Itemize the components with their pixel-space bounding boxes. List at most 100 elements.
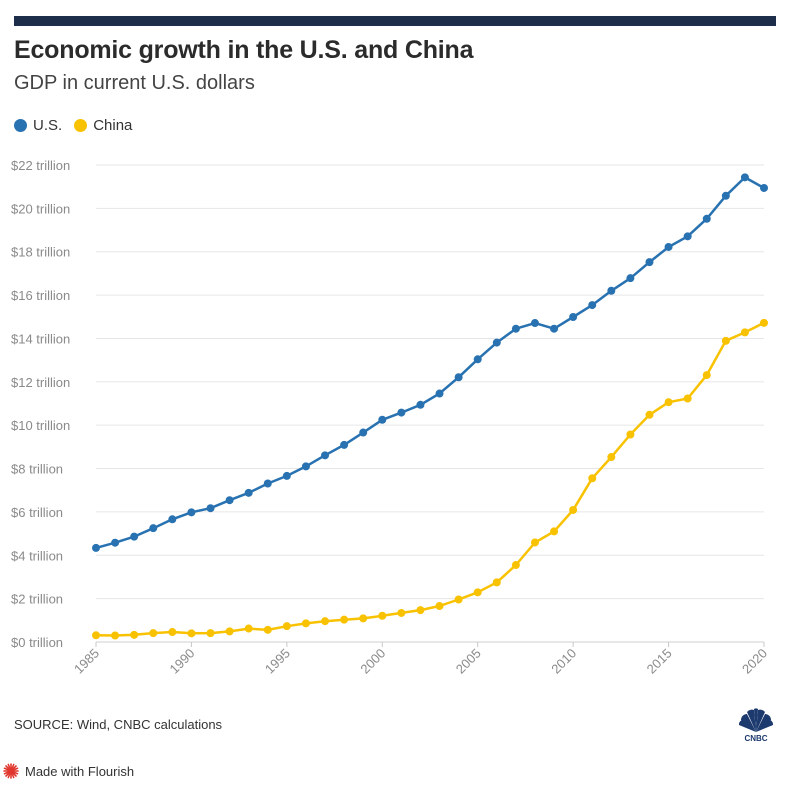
y-tick-label: $6 trillion: [11, 505, 63, 520]
legend: U.S. China: [14, 117, 144, 134]
y-tick-label: $10 trillion: [11, 418, 70, 433]
data-point-china: [492, 578, 501, 587]
legend-label-china: China: [93, 117, 133, 134]
chart-subtitle: GDP in current U.S. dollars: [14, 72, 255, 94]
data-point-us: [626, 274, 635, 283]
data-point-us: [645, 258, 654, 267]
data-point-china: [607, 453, 616, 462]
data-point-us: [397, 408, 406, 417]
data-point-us: [416, 400, 425, 409]
data-point-us: [359, 428, 368, 437]
data-point-us: [454, 373, 463, 382]
y-tick-label: $16 trillion: [11, 288, 70, 303]
data-point-us: [244, 488, 253, 497]
data-point-china: [301, 619, 310, 628]
data-point-china: [340, 615, 349, 624]
data-point-us: [511, 324, 520, 333]
data-point-china: [721, 336, 730, 345]
data-point-china: [473, 588, 482, 597]
data-point-china: [435, 602, 444, 611]
y-tick-label: $8 trillion: [11, 462, 63, 477]
data-point-us: [492, 338, 501, 347]
x-tick-label: 2000: [357, 646, 388, 677]
data-point-china: [92, 631, 100, 640]
data-point-us: [187, 508, 196, 517]
data-point-china: [530, 538, 539, 547]
series-line-china: [94, 321, 766, 637]
data-point-us: [225, 496, 234, 505]
data-point-china: [626, 430, 635, 439]
legend-swatch-china: [74, 119, 88, 132]
y-tick-label: $20 trillion: [11, 201, 70, 216]
data-point-us: [473, 355, 482, 364]
y-tick-label: $4 trillion: [11, 548, 63, 563]
data-point-us: [301, 462, 310, 471]
data-point-us: [263, 479, 272, 488]
cnbc-logo-text: CNBC: [744, 734, 767, 742]
legend-label-us: U.S.: [33, 117, 63, 134]
data-point-china: [740, 328, 749, 337]
data-point-us: [206, 504, 215, 513]
data-point-china: [550, 527, 559, 536]
y-tick-label: $12 trillion: [11, 375, 70, 390]
data-point-us: [321, 451, 330, 460]
made-with-flourish[interactable]: Made with Flourish: [3, 763, 134, 779]
data-point-china: [416, 606, 425, 615]
x-tick-label: 1990: [166, 646, 197, 677]
gdp-line-chart: $0 trillion $2 trillion $4 trillion $6 tril…: [11, 158, 770, 677]
data-point-china: [187, 629, 196, 638]
data-point-china: [702, 371, 711, 380]
x-tick-label: 1995: [262, 646, 293, 677]
data-point-us: [149, 524, 158, 533]
data-point-china: [168, 628, 177, 637]
data-point-china: [282, 622, 291, 631]
data-point-us: [550, 324, 559, 333]
data-point-china: [111, 631, 120, 640]
series-line-us: [94, 176, 766, 550]
data-point-us: [282, 471, 291, 480]
data-point-china: [244, 624, 253, 633]
data-point-china: [206, 629, 215, 638]
data-point-china: [569, 505, 578, 514]
data-point-china: [454, 595, 463, 604]
legend-item-us[interactable]: U.S.: [14, 117, 62, 134]
x-tick-label: 2015: [644, 646, 675, 677]
data-point-us: [435, 389, 444, 398]
data-point-us: [340, 440, 349, 449]
data-point-us: [721, 191, 730, 200]
data-point-china: [378, 611, 387, 620]
flourish-label: Made with Flourish: [25, 763, 135, 779]
data-point-us: [378, 415, 387, 424]
data-point-china: [263, 625, 272, 634]
cnbc-logo-icon: CNBC: [738, 708, 774, 742]
data-point-china: [321, 617, 330, 626]
data-point-us: [569, 312, 578, 321]
data-point-china: [359, 614, 368, 623]
y-tick-label: $14 trillion: [11, 331, 70, 346]
data-point-us: [92, 543, 100, 552]
data-point-us: [664, 242, 673, 251]
data-point-china: [683, 394, 692, 403]
top-accent-bar: [14, 16, 776, 26]
source-note: SOURCE: Wind, CNBC calculations: [14, 717, 223, 732]
data-point-us: [607, 286, 616, 295]
data-point-china: [225, 627, 234, 636]
data-point-us: [130, 532, 139, 541]
legend-item-china[interactable]: China: [74, 117, 132, 134]
data-point-china: [397, 608, 406, 617]
y-tick-label: $0 trillion: [11, 635, 63, 650]
x-tick-label: 2020: [739, 646, 770, 677]
data-point-china: [511, 561, 520, 570]
legend-swatch-us: [14, 119, 27, 132]
data-point-china: [645, 410, 654, 419]
data-point-us: [740, 173, 749, 182]
x-tick-label: 2010: [548, 646, 579, 677]
data-point-us: [168, 515, 177, 524]
data-point-us: [683, 232, 692, 241]
y-tick-label: $2 trillion: [11, 592, 63, 607]
data-point-us: [111, 538, 120, 547]
x-tick-label: 1985: [71, 646, 102, 677]
data-point-us: [702, 214, 711, 223]
flourish-icon: [3, 763, 19, 779]
data-point-china: [588, 474, 597, 483]
